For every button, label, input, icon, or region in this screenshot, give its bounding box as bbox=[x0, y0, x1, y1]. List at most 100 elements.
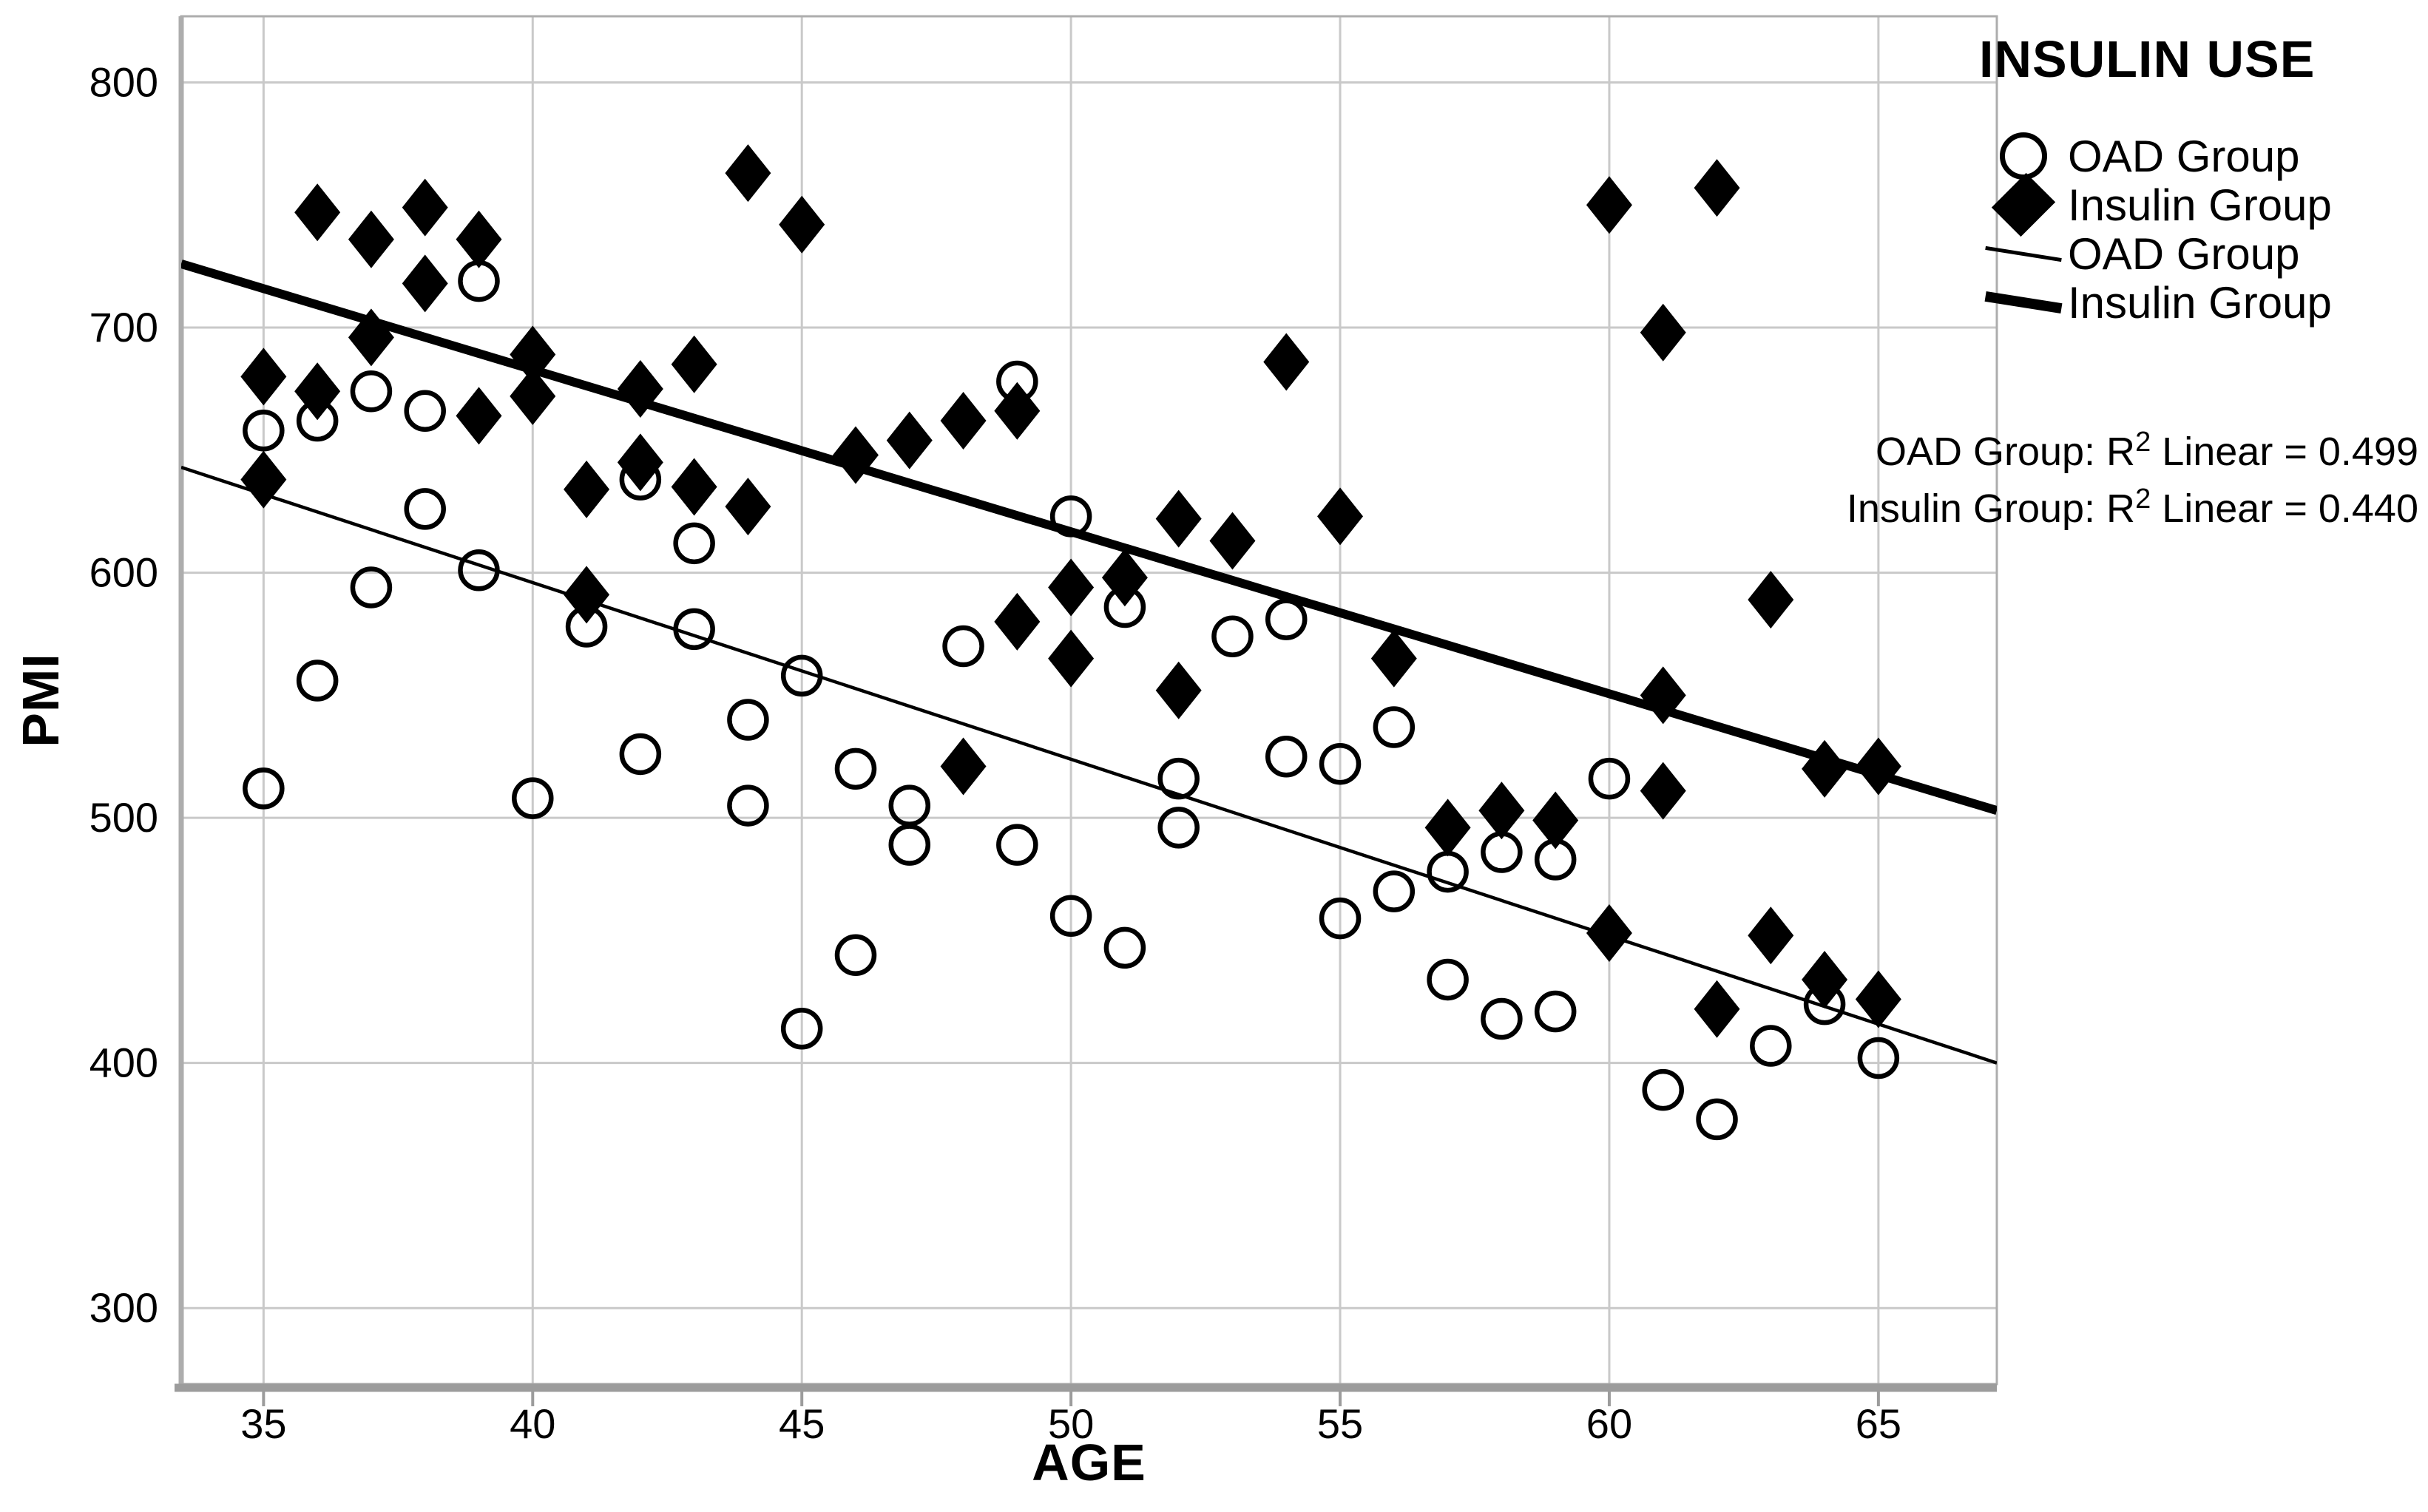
data-point-oad bbox=[350, 566, 393, 608]
data-point-insulin bbox=[1748, 571, 1794, 629]
data-point-oad bbox=[1857, 1037, 1900, 1079]
data-point-insulin bbox=[564, 460, 610, 518]
plot-frame bbox=[180, 15, 1998, 1386]
data-point-insulin bbox=[994, 382, 1041, 440]
data-point-insulin bbox=[1802, 739, 1848, 798]
data-point-oad bbox=[1265, 598, 1308, 640]
data-point-oad bbox=[1319, 742, 1362, 785]
data-point-insulin bbox=[725, 478, 771, 536]
data-point-oad bbox=[1319, 897, 1362, 940]
data-point-insulin bbox=[1640, 303, 1686, 362]
y-tick-label-300: 300 bbox=[89, 1284, 158, 1331]
data-point-insulin bbox=[1048, 629, 1095, 688]
data-point-insulin bbox=[240, 450, 287, 509]
data-point-insulin bbox=[940, 392, 987, 450]
data-point-oad bbox=[1049, 895, 1092, 938]
data-point-insulin bbox=[240, 348, 287, 406]
data-point-insulin bbox=[671, 335, 717, 393]
data-point-oad bbox=[512, 777, 554, 819]
r-squared-annotation: OAD Group: R2 Linear = 0.499 Insulin Gro… bbox=[1723, 418, 2418, 532]
x-tick-label-50: 50 bbox=[1048, 1400, 1094, 1447]
y-tick-label-600: 600 bbox=[89, 549, 158, 596]
legend-item-oad-marker: OAD Group bbox=[1979, 132, 2423, 181]
data-point-insulin bbox=[1263, 333, 1310, 391]
insulin-diamond-marker-icon bbox=[1979, 172, 2068, 237]
data-point-oad bbox=[834, 747, 877, 790]
data-point-oad bbox=[1642, 1068, 1684, 1111]
data-point-oad bbox=[673, 608, 715, 651]
data-point-insulin bbox=[1370, 629, 1417, 688]
y-tick-label-400: 400 bbox=[89, 1040, 158, 1086]
data-point-insulin bbox=[1424, 799, 1471, 857]
data-point-insulin bbox=[1155, 489, 1202, 548]
x-tick-label-35: 35 bbox=[240, 1400, 286, 1447]
r2-insulin-line: Insulin Group: R2 Linear = 0.440 bbox=[1846, 484, 2418, 531]
data-point-insulin bbox=[564, 566, 610, 624]
legend-item-oad-fitline: OAD Group bbox=[1979, 228, 2423, 279]
data-point-oad bbox=[243, 410, 285, 452]
legend: INSULIN USE OAD Group Insulin Group OAD … bbox=[1979, 30, 2423, 328]
data-point-insulin bbox=[940, 737, 987, 796]
oad-circle-marker-icon bbox=[1979, 132, 2068, 180]
data-point-oad bbox=[1588, 757, 1631, 800]
data-point-oad bbox=[243, 767, 285, 810]
data-point-oad bbox=[888, 824, 931, 866]
data-point-oad bbox=[834, 934, 877, 977]
y-tick-label-700: 700 bbox=[89, 304, 158, 350]
data-point-insulin bbox=[402, 178, 448, 237]
data-point-oad bbox=[1103, 926, 1146, 969]
data-point-oad bbox=[1211, 615, 1254, 658]
data-point-insulin bbox=[886, 411, 933, 469]
y-tick-label-500: 500 bbox=[89, 794, 158, 841]
data-point-oad bbox=[1373, 870, 1416, 912]
legend-item-insulin-marker: Insulin Group bbox=[1979, 172, 2423, 237]
data-point-insulin bbox=[1586, 904, 1632, 962]
data-point-insulin bbox=[1155, 661, 1202, 719]
fit-line-insulin bbox=[181, 260, 1997, 815]
oad-thin-line-icon bbox=[1979, 245, 2068, 262]
data-point-insulin bbox=[456, 387, 502, 445]
data-point-oad bbox=[1427, 850, 1469, 893]
y-tick-label-800: 800 bbox=[89, 59, 158, 106]
data-point-oad bbox=[1157, 807, 1200, 849]
x-tick-label-65: 65 bbox=[1856, 1400, 1901, 1447]
data-point-insulin bbox=[456, 210, 502, 268]
x-axis-title: AGE bbox=[1032, 1434, 1146, 1491]
insulin-thick-line-icon bbox=[1979, 291, 2068, 314]
data-point-oad bbox=[673, 522, 715, 565]
data-point-oad bbox=[404, 390, 446, 433]
data-point-oad bbox=[942, 625, 984, 668]
data-point-insulin bbox=[402, 254, 448, 313]
data-point-insulin bbox=[994, 592, 1041, 651]
x-tick-label-60: 60 bbox=[1586, 1400, 1632, 1447]
legend-item-label: OAD Group bbox=[2068, 228, 2300, 279]
data-point-oad bbox=[1696, 1098, 1738, 1141]
data-point-oad bbox=[1427, 958, 1469, 1001]
data-point-oad bbox=[727, 784, 769, 827]
data-point-oad bbox=[1265, 736, 1308, 778]
data-point-oad bbox=[1157, 757, 1200, 800]
fit-line-oad bbox=[181, 465, 1997, 1065]
data-point-insulin bbox=[294, 183, 341, 242]
data-point-insulin bbox=[1640, 762, 1686, 820]
data-point-oad bbox=[1373, 706, 1416, 748]
x-tick-label-45: 45 bbox=[779, 1400, 825, 1447]
x-tick-label-55: 55 bbox=[1317, 1400, 1363, 1447]
data-point-insulin bbox=[294, 362, 341, 421]
legend-item-insulin-fitline: Insulin Group bbox=[1979, 278, 2423, 328]
data-point-insulin bbox=[1802, 950, 1848, 1008]
y-axis-title: PMI bbox=[12, 653, 70, 747]
data-point-oad bbox=[404, 488, 446, 530]
data-point-oad bbox=[619, 733, 662, 776]
x-tick-label-40: 40 bbox=[510, 1400, 555, 1447]
data-point-insulin bbox=[617, 433, 663, 492]
data-point-insulin bbox=[510, 367, 556, 425]
data-point-insulin bbox=[671, 458, 717, 516]
data-point-insulin bbox=[1855, 970, 1901, 1028]
data-point-insulin bbox=[1317, 487, 1364, 546]
data-point-oad bbox=[780, 1008, 823, 1050]
data-point-insulin bbox=[348, 210, 394, 268]
data-point-insulin bbox=[1101, 549, 1148, 607]
